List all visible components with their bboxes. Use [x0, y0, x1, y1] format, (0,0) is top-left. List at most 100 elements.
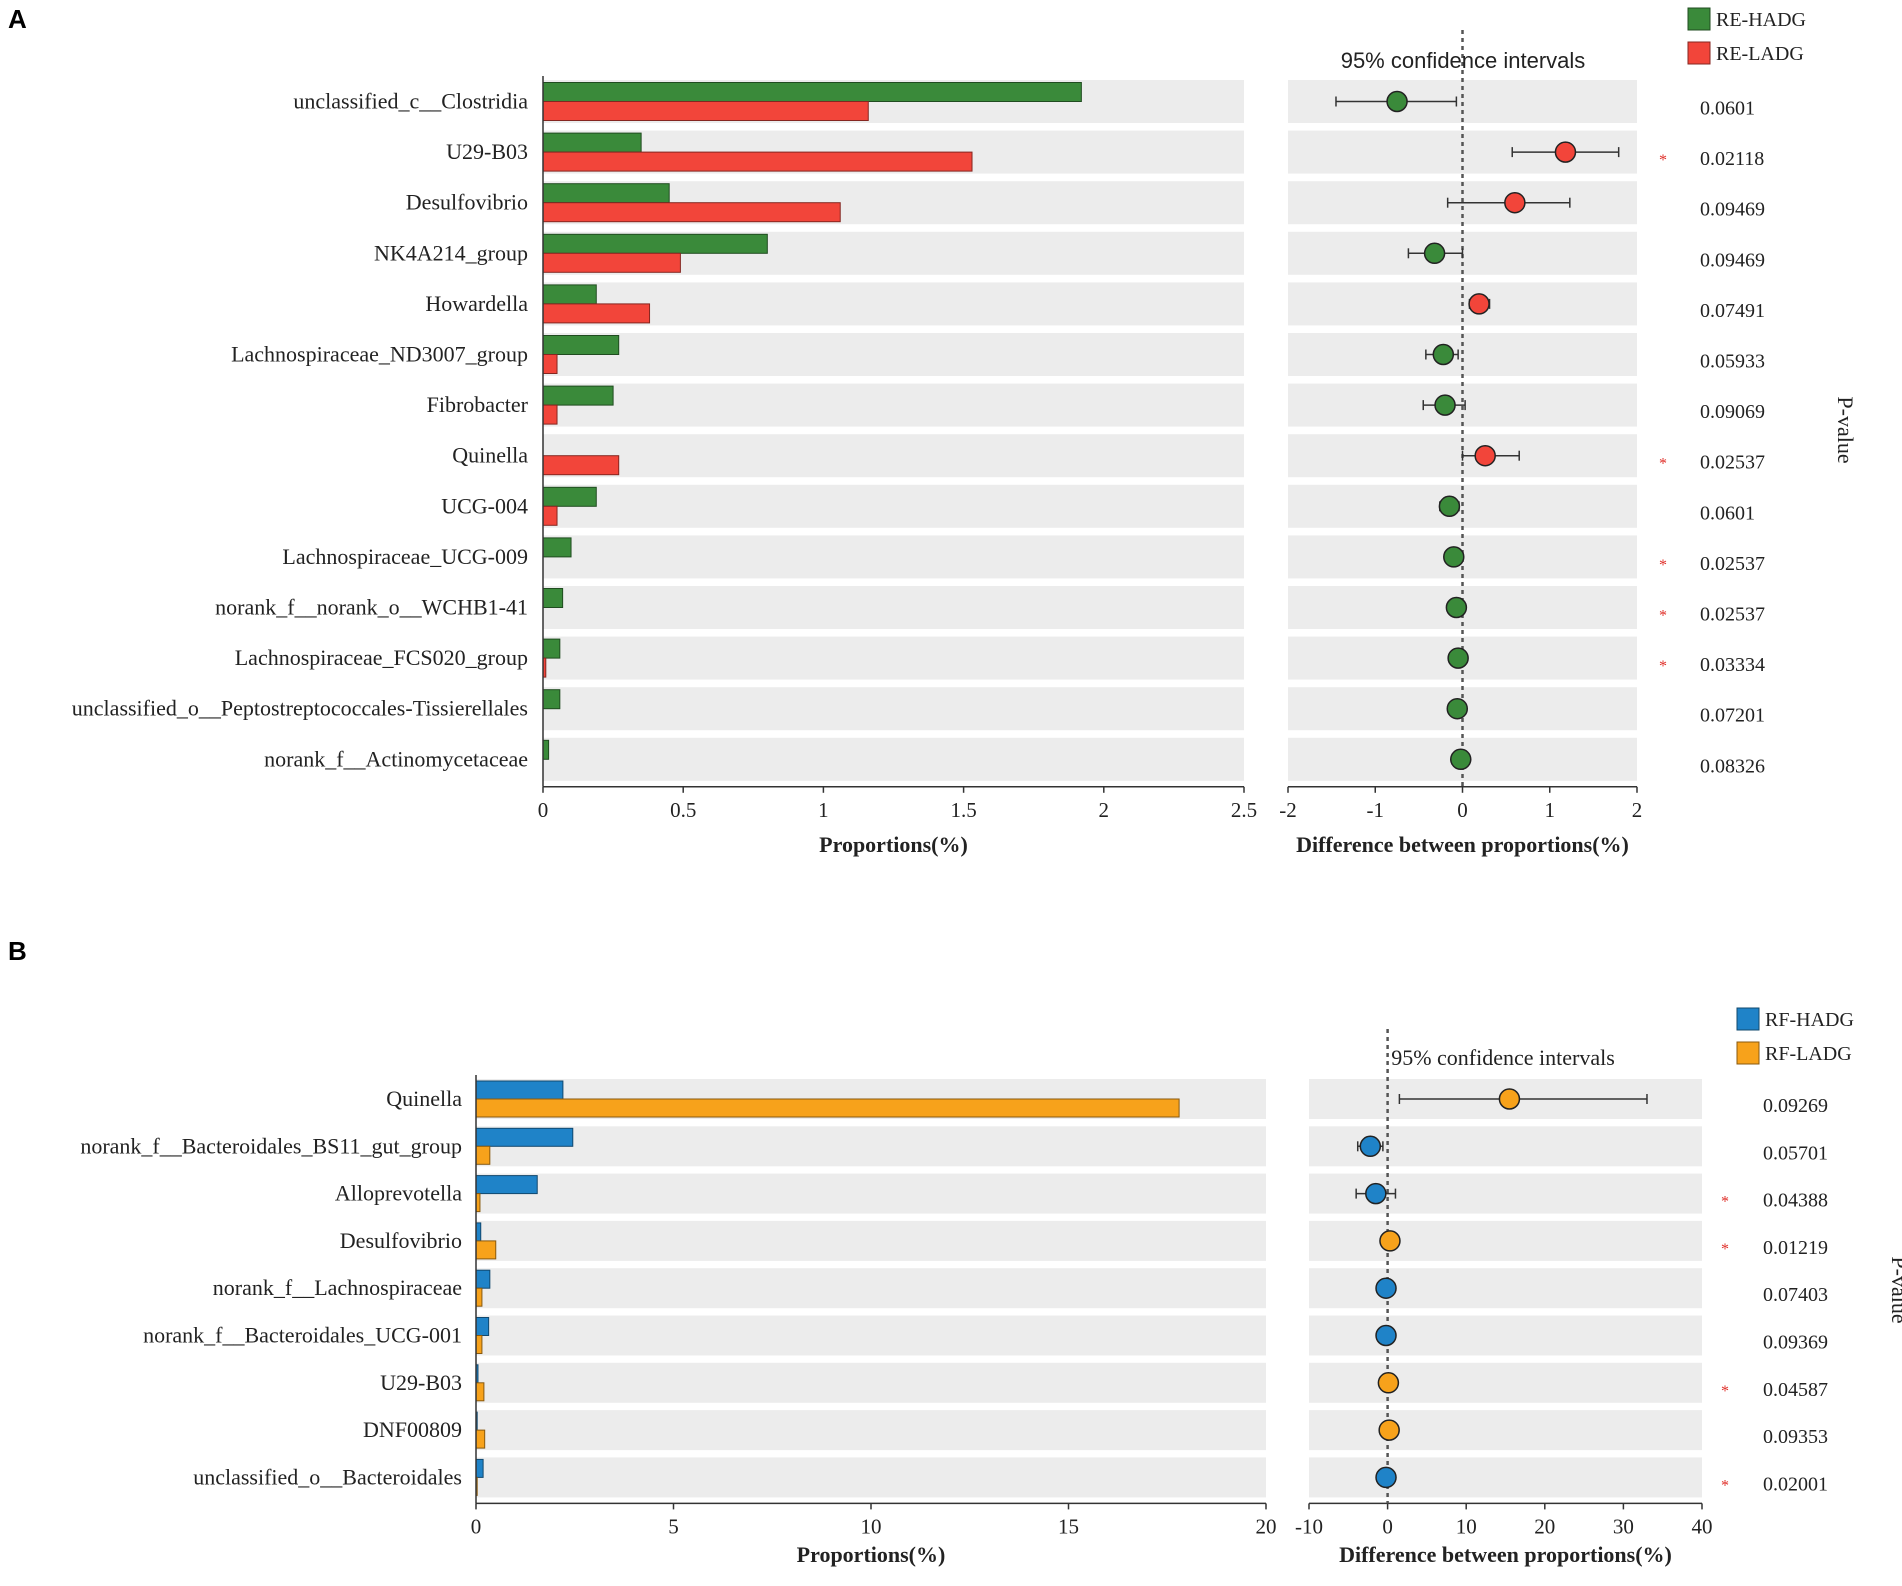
bar-re-hadg: [542, 82, 1082, 102]
bar-rf-ladg: [475, 1098, 1180, 1118]
bar-re-hadg: [542, 385, 614, 406]
ci-x-tick-label: -10: [1295, 1514, 1323, 1538]
legend-swatch: [1687, 41, 1711, 65]
bar-x-tick-label: 2: [1099, 798, 1110, 822]
bar-re-ladg: [542, 202, 841, 223]
category-label: norank_f__Bacteroidales_UCG-001: [143, 1323, 462, 1348]
legend-swatch: [1687, 7, 1711, 31]
legend-label: RE-HADG: [1716, 9, 1806, 31]
bar-row-band: [476, 1410, 1266, 1451]
bar-x-tick-label: 10: [861, 1514, 882, 1538]
category-label: unclassified_c__Clostridia: [293, 89, 528, 114]
bar-re-hadg: [542, 689, 561, 710]
bar-re-ladg: [542, 354, 558, 374]
ci-x-tick-label: -1: [1367, 798, 1385, 822]
p-value: 0.09369: [1763, 1332, 1828, 1354]
bar-re-hadg: [542, 588, 564, 608]
significance-star: *: [1659, 456, 1667, 473]
ci-point: [1432, 343, 1455, 366]
ci-point: [1359, 1135, 1382, 1158]
ci-point: [1434, 394, 1456, 416]
category-label: U29-B03: [446, 139, 528, 164]
category-label: norank_f__Lachnospiraceae: [213, 1275, 462, 1300]
ci-row-band: [1309, 1268, 1702, 1309]
bar-row-band: [543, 333, 1244, 376]
bar-row-band: [543, 687, 1244, 731]
p-value: 0.05701: [1763, 1142, 1828, 1164]
bar-row-band: [476, 1268, 1266, 1309]
ci-x-tick-label: 10: [1456, 1514, 1477, 1538]
bar-re-hadg: [542, 132, 642, 153]
bar-rf-hadg: [475, 1080, 564, 1100]
category-label: norank_f__norank_o__WCHB1-41: [215, 595, 528, 620]
bar-row-band: [543, 383, 1244, 427]
p-value: 0.07403: [1763, 1284, 1828, 1306]
ci-point: [1468, 293, 1490, 315]
legend-label: RF-LADG: [1765, 1043, 1852, 1065]
bar-row-band: [543, 282, 1244, 326]
significance-star: *: [1659, 658, 1667, 675]
ci-x-tick-label: 0: [1382, 1514, 1393, 1538]
ci-x-axis-title: Difference between proportions(%): [1296, 832, 1629, 857]
category-label: NK4A214_group: [374, 240, 528, 265]
ci-x-tick-label: -2: [1279, 798, 1297, 822]
ci-point: [1379, 1230, 1401, 1252]
significance-star: *: [1659, 608, 1667, 625]
bar-re-hadg: [542, 183, 670, 204]
category-label: DNF00809: [363, 1417, 462, 1442]
p-value: 0.09353: [1763, 1426, 1828, 1448]
significance-star: *: [1721, 1241, 1729, 1258]
ci-row-band: [1309, 1410, 1702, 1451]
bar-x-axis-title: Proportions(%): [819, 832, 968, 857]
bar-re-ladg: [542, 252, 681, 273]
category-label: Desulfovibrio: [406, 190, 528, 215]
ci-point: [1443, 546, 1465, 568]
bar-row-band: [543, 535, 1244, 579]
bar-rf-ladg: [475, 1287, 483, 1307]
category-label: norank_f__Bacteroidales_BS11_gut_group: [80, 1133, 462, 1158]
bar-row-band: [543, 434, 1244, 478]
category-label: Lachnospiraceae_UCG-009: [282, 544, 528, 569]
p-value: 0.07201: [1700, 705, 1765, 727]
bar-rf-ladg: [475, 1335, 483, 1354]
bar-re-hadg: [542, 739, 550, 760]
ci-point: [1446, 697, 1469, 720]
panel-b: B Quinella norank_f__Bacteroidales_BS11_gu…: [8, 936, 1902, 1567]
bar-x-axis-title: Proportions(%): [797, 1542, 946, 1567]
ci-x-tick-label: 40: [1692, 1514, 1713, 1538]
category-label: Howardella: [425, 291, 528, 316]
bar-rf-ladg: [475, 1429, 486, 1449]
ci-x-tick-label: 1: [1545, 798, 1556, 822]
bar-row-band: [543, 586, 1244, 629]
ci-row-band: [1309, 1220, 1702, 1261]
p-value: 0.09469: [1700, 199, 1765, 221]
bar-x-tick-label: 20: [1256, 1514, 1277, 1538]
ci-point: [1375, 1324, 1397, 1347]
significance-star: *: [1721, 1383, 1729, 1400]
legend-swatch: [1736, 1041, 1760, 1065]
bar-re-hadg: [542, 537, 572, 558]
p-value: 0.09269: [1763, 1095, 1828, 1117]
ci-x-tick-label: 20: [1534, 1514, 1555, 1538]
ci-point: [1450, 748, 1472, 771]
bar-row-band: [476, 1220, 1266, 1261]
p-value: 0.09069: [1700, 401, 1765, 423]
p-value: 0.02537: [1700, 553, 1765, 575]
bar-row-band: [543, 737, 1244, 781]
p-value: 0.02118: [1700, 148, 1764, 170]
ci-point: [1375, 1466, 1397, 1489]
bar-x-tick-label: 0: [471, 1514, 482, 1538]
ci-point: [1498, 1088, 1521, 1110]
ci-row-band: [1309, 1362, 1702, 1403]
bar-rf-hadg: [475, 1127, 574, 1147]
bar-x-tick-label: 15: [1058, 1514, 1079, 1538]
bar-re-hadg: [542, 284, 597, 305]
p-value: 0.02537: [1700, 452, 1765, 474]
ci-point: [1423, 242, 1446, 265]
p-value: 0.03334: [1700, 654, 1765, 676]
bar-rf-hadg: [475, 1458, 484, 1478]
bar-x-tick-label: 0.5: [670, 798, 696, 822]
ci-point: [1378, 1419, 1400, 1441]
